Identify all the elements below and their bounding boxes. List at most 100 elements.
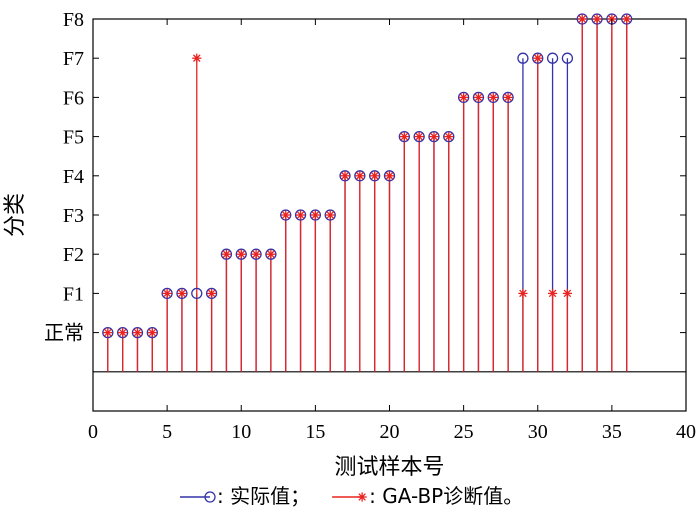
marker-circle-3 xyxy=(131,326,144,339)
marker-star-31 xyxy=(547,288,558,298)
marker-circle-26 xyxy=(472,91,485,104)
y-tick-label: F6 xyxy=(63,87,84,109)
y-tick-label: F4 xyxy=(63,166,84,188)
legend-circle-marker xyxy=(204,491,216,503)
marker-circle-18 xyxy=(354,170,366,182)
marker-circle-15 xyxy=(309,209,322,221)
marker-circle-34 xyxy=(591,13,603,25)
marker-circle-22 xyxy=(413,130,425,143)
marker-star-12 xyxy=(266,249,276,259)
marker-star-1 xyxy=(103,328,113,338)
x-tick-label: 40 xyxy=(676,421,696,443)
ticks-layer xyxy=(92,18,687,411)
marker-circle-21 xyxy=(398,130,410,143)
y-axis-title: 分类 xyxy=(3,193,28,237)
marker-circle-33 xyxy=(576,13,588,25)
marker-star-8 xyxy=(207,288,217,298)
plot-area xyxy=(92,13,687,412)
marker-star-30 xyxy=(533,53,543,63)
marker-star-32 xyxy=(562,288,572,298)
marker-star-11 xyxy=(251,249,261,259)
marker-star-10 xyxy=(236,249,246,259)
marker-star-13 xyxy=(281,210,291,220)
x-tick-label: 15 xyxy=(305,421,325,443)
marker-circle-1 xyxy=(102,326,114,339)
marker-star-29 xyxy=(518,288,528,298)
marker-circle-5 xyxy=(161,287,173,300)
marker-circle-36 xyxy=(621,13,633,25)
marker-circle-20 xyxy=(383,170,396,182)
marker-star-27 xyxy=(488,92,498,102)
marker-circle-25 xyxy=(457,91,470,104)
marker-circle-16 xyxy=(324,209,336,221)
marker-circle-19 xyxy=(369,170,381,182)
marker-star-17 xyxy=(340,171,350,181)
marker-star-25 xyxy=(459,92,469,102)
marker-star-24 xyxy=(444,132,454,142)
marker-star-4 xyxy=(147,328,157,338)
marker-star-18 xyxy=(355,171,365,181)
legend-label-0: : 实际值； xyxy=(217,484,310,508)
marker-star-2 xyxy=(118,328,128,338)
stems-layer xyxy=(107,19,628,372)
marker-circle-12 xyxy=(265,248,277,260)
marker-circle-13 xyxy=(280,209,292,221)
marker-circle-32 xyxy=(561,52,574,64)
marker-star-7 xyxy=(192,53,202,63)
y-tick-label: F7 xyxy=(63,48,84,70)
marker-star-28 xyxy=(503,92,513,102)
marker-circle-27 xyxy=(487,91,499,104)
marker-star-9 xyxy=(221,249,232,259)
marker-star-16 xyxy=(325,210,335,220)
marker-star-34 xyxy=(592,14,602,24)
marker-star-3 xyxy=(132,328,143,338)
legend-label-1: : GA-BP诊断值。 xyxy=(369,484,523,508)
marker-circle-8 xyxy=(205,287,218,300)
x-axis-title: 测试样本号 xyxy=(334,455,444,480)
marker-circle-23 xyxy=(428,130,440,143)
legend-star-marker xyxy=(357,492,367,502)
markers-layer xyxy=(102,13,633,339)
marker-star-19 xyxy=(370,171,380,181)
x-tick-label: 25 xyxy=(454,421,474,443)
tick-labels-layer: 0 5 10 15 20 25 30 35 40 正常 F1 F2 F3 F4 F5 F6 F7 F8 xyxy=(44,9,696,443)
marker-circle-11 xyxy=(250,248,262,260)
marker-star-15 xyxy=(310,210,320,220)
y-tick-label: F2 xyxy=(63,244,84,266)
marker-star-21 xyxy=(399,132,409,142)
marker-circle-7 xyxy=(191,287,203,300)
marker-circle-10 xyxy=(235,248,247,260)
x-tick-label: 0 xyxy=(88,421,98,443)
marker-circle-9 xyxy=(220,248,233,260)
x-tick-label: 10 xyxy=(231,421,251,443)
marker-circle-4 xyxy=(146,326,158,339)
marker-circle-29 xyxy=(517,52,529,64)
marker-circle-6 xyxy=(176,287,188,300)
marker-circle-2 xyxy=(117,326,129,339)
marker-star-14 xyxy=(295,210,306,220)
marker-circle-14 xyxy=(294,209,307,221)
x-tick-label: 5 xyxy=(162,421,172,443)
y-tick-label: F1 xyxy=(63,283,84,305)
marker-circle-24 xyxy=(443,130,455,143)
marker-star-33 xyxy=(577,14,587,24)
marker-circle-30 xyxy=(532,52,544,64)
y-tick-label: F3 xyxy=(63,205,84,227)
marker-star-22 xyxy=(414,132,424,142)
marker-circle-17 xyxy=(339,170,351,182)
marker-star-5 xyxy=(162,288,172,298)
marker-star-23 xyxy=(429,132,439,142)
y-tick-label: 正常 xyxy=(44,322,84,345)
x-tick-label: 30 xyxy=(528,421,548,443)
x-tick-label: 35 xyxy=(602,421,622,443)
y-tick-label: F5 xyxy=(63,127,84,149)
marker-star-36 xyxy=(622,14,632,24)
legend: : 实际值； : GA-BP诊断值。 xyxy=(180,484,523,508)
marker-star-26 xyxy=(473,92,484,102)
y-tick-label: F8 xyxy=(63,9,84,31)
marker-star-6 xyxy=(177,288,187,298)
x-tick-label: 20 xyxy=(380,421,400,443)
marker-circle-31 xyxy=(546,52,559,64)
marker-star-20 xyxy=(384,171,395,181)
